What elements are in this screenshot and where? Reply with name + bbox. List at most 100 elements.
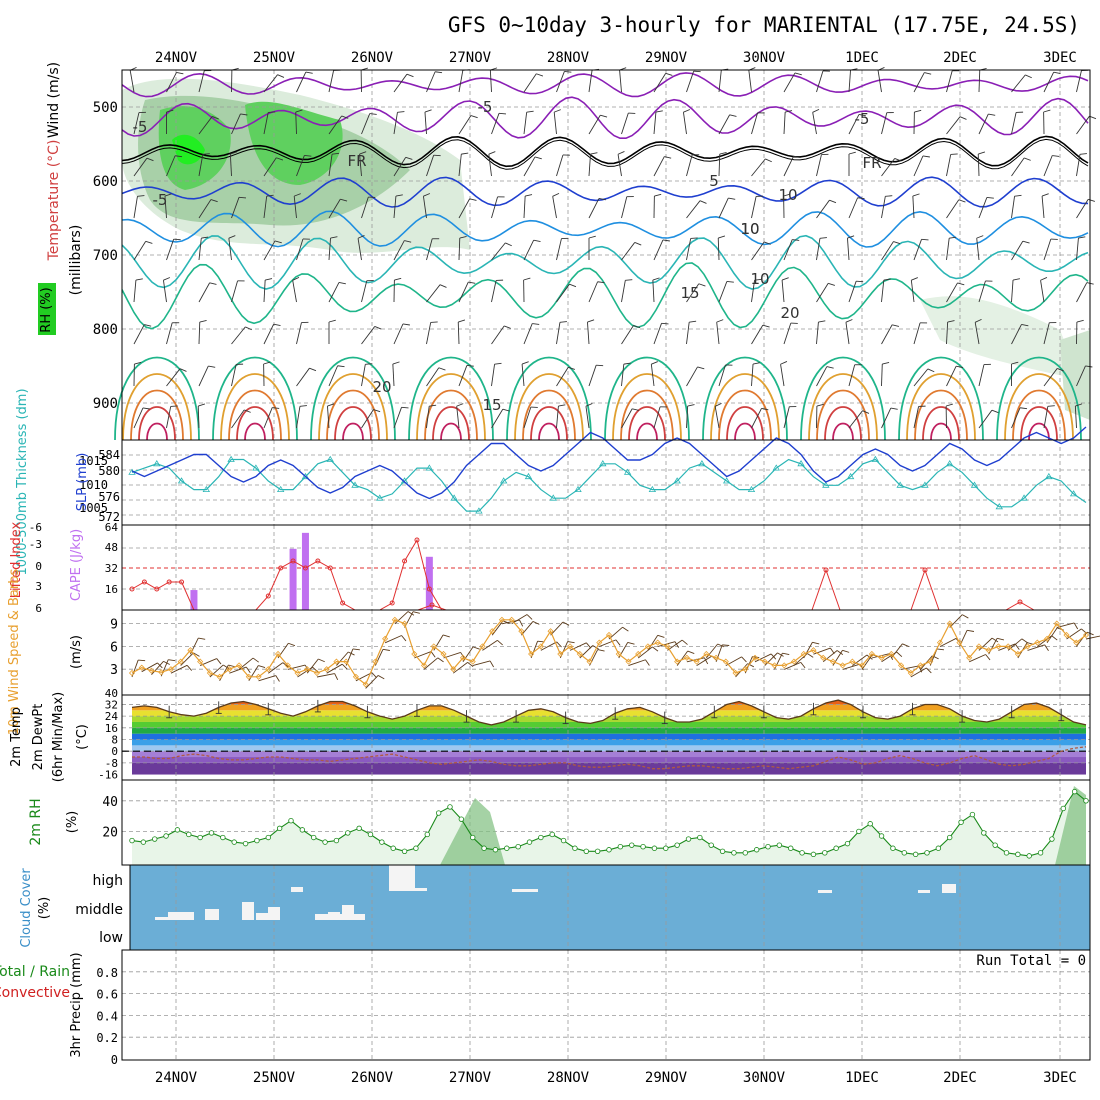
- cloud-block: [268, 907, 280, 920]
- wind-barb-flag: [1047, 405, 1055, 407]
- wind-barb-flag: [332, 152, 340, 155]
- wind-barb-flag: [717, 643, 725, 648]
- wind-point: [440, 650, 447, 658]
- wind-barb: [166, 322, 173, 345]
- wind-point: [304, 666, 311, 673]
- wind-barb: [458, 237, 461, 261]
- wind-barb: [913, 72, 925, 93]
- wind-barb: [1074, 406, 1077, 429]
- wind-barb: [422, 196, 427, 219]
- rh-point: [890, 845, 896, 851]
- wind-barb-flag: [1078, 236, 1086, 239]
- wind-barb: [946, 70, 953, 93]
- wind-barb-flag: [430, 651, 436, 658]
- pressure-tick: 500: [93, 100, 118, 116]
- li-point: [922, 567, 928, 573]
- wind-barb: [198, 365, 209, 387]
- wind-barb: [393, 407, 402, 429]
- wind-point: [722, 658, 729, 665]
- wind-barb-flag: [896, 651, 903, 658]
- wind-point: [674, 658, 681, 665]
- wind-barb: [653, 112, 657, 135]
- wind-barb: [523, 112, 528, 135]
- rh-point: [186, 831, 192, 838]
- temp-band: [132, 762, 1086, 775]
- cape-tick: 16: [105, 583, 118, 596]
- wind-tick: 3: [110, 663, 118, 678]
- wind-barb: [316, 673, 335, 678]
- contour-label: 15: [482, 396, 501, 414]
- cloud-block: [818, 890, 832, 893]
- contour-arch: [114, 356, 200, 441]
- wind-barb: [653, 323, 662, 345]
- wind-barb-flag: [337, 365, 345, 368]
- thickness-point: [673, 477, 681, 484]
- wind-barb-flag: [456, 403, 464, 407]
- thickness-tick: 576: [98, 490, 120, 504]
- wind-barb: [336, 651, 349, 666]
- date-label-bottom: 28NOV: [547, 1070, 590, 1086]
- wind-barb: [705, 643, 719, 659]
- thickness-point: [946, 460, 954, 467]
- li-spike: [811, 568, 841, 611]
- wind-point: [187, 647, 194, 654]
- wind-barb-flag: [633, 325, 641, 329]
- wind-barb: [328, 365, 339, 387]
- cape-tick: 32: [105, 562, 118, 575]
- wind-barb: [1043, 72, 1055, 93]
- rh-point: [379, 839, 385, 845]
- wind-barb-flag: [752, 362, 760, 365]
- contour-arch: [800, 356, 886, 441]
- slp-thickness-panel: 584 580 576 572 1015 1010 1005 1000-500mb Thick…: [15, 388, 1091, 576]
- cape-tick: 48: [105, 541, 118, 554]
- contour-label: 10: [740, 220, 759, 238]
- wind-barb-flag: [894, 158, 902, 162]
- li-tick: -6: [29, 521, 42, 534]
- wind-barb-flag: [407, 611, 415, 616]
- wind-point: [498, 616, 505, 623]
- contour-arch: [440, 422, 462, 441]
- rh-point: [697, 834, 703, 841]
- wind-point: [294, 669, 301, 677]
- wind-point: [605, 631, 613, 639]
- wind-barb-flag: [763, 241, 771, 245]
- wind-barb: [393, 73, 408, 93]
- thickness-point: [698, 460, 706, 467]
- cape-bar: [190, 590, 198, 610]
- wind-barb: [198, 282, 211, 303]
- wind-barb: [881, 280, 885, 303]
- cloud-level-label: high: [92, 873, 123, 889]
- thickness-point: [276, 485, 285, 492]
- wind-barb: [359, 154, 362, 177]
- wind-barb-flag: [978, 151, 986, 155]
- wind-point: [615, 650, 622, 658]
- wind-barb: [848, 70, 851, 93]
- li-point: [278, 565, 284, 571]
- wind-barb: [946, 322, 949, 345]
- wind-barb-flag: [765, 158, 772, 163]
- rh-point: [1071, 788, 1078, 795]
- wind-point: [459, 654, 467, 661]
- wind-point: [401, 620, 408, 627]
- thickness-point: [202, 485, 211, 492]
- wind-point: [333, 658, 340, 665]
- rh-point: [901, 850, 907, 856]
- wind-barb: [599, 639, 617, 648]
- date-label-bottom: 26NOV: [351, 1070, 394, 1086]
- rh-point: [549, 831, 555, 838]
- dewpoint-line: [132, 746, 1087, 770]
- wind-barb-flag: [890, 407, 898, 410]
- li-point: [340, 600, 346, 606]
- wind-barb: [621, 280, 626, 303]
- wind-barb: [588, 365, 597, 387]
- wind-barb: [1043, 322, 1050, 345]
- wind-point: [1063, 631, 1070, 639]
- contour-label: -5: [855, 110, 870, 128]
- wind-barb-flag: [198, 403, 206, 407]
- rh-point: [254, 837, 260, 844]
- cloud-cover-panel: high middle low Cloud Cover (%): [19, 864, 1091, 951]
- wind-point: [537, 643, 544, 650]
- wind-barb-flag: [836, 650, 844, 655]
- wind-barb: [231, 280, 238, 303]
- wind-point: [693, 658, 700, 665]
